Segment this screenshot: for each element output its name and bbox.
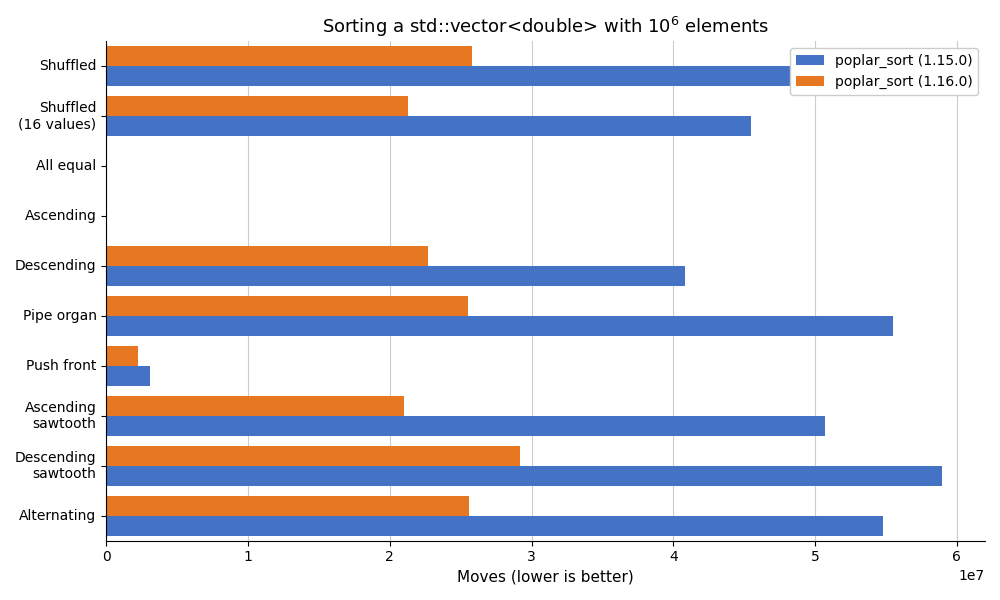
Bar — [106, 496, 469, 516]
Bar — [106, 246, 428, 266]
Bar — [106, 516, 883, 536]
X-axis label: Moves (lower is better): Moves (lower is better) — [457, 570, 634, 585]
Bar — [106, 446, 520, 466]
Bar — [106, 46, 472, 67]
Legend: poplar_sort (1.15.0), poplar_sort (1.16.0): poplar_sort (1.15.0), poplar_sort (1.16.… — [790, 49, 978, 95]
Bar — [106, 266, 685, 286]
Bar — [106, 466, 942, 486]
Bar — [106, 316, 893, 336]
Bar — [106, 116, 751, 136]
Bar — [106, 67, 917, 86]
Bar — [106, 296, 468, 316]
Bar — [106, 346, 138, 366]
Bar — [106, 366, 150, 386]
Bar — [106, 97, 408, 116]
Bar — [106, 396, 404, 416]
Bar — [106, 416, 825, 436]
Title: Sorting a std::vector<double> with 10$^6$ elements: Sorting a std::vector<double> with 10$^6… — [322, 15, 769, 39]
